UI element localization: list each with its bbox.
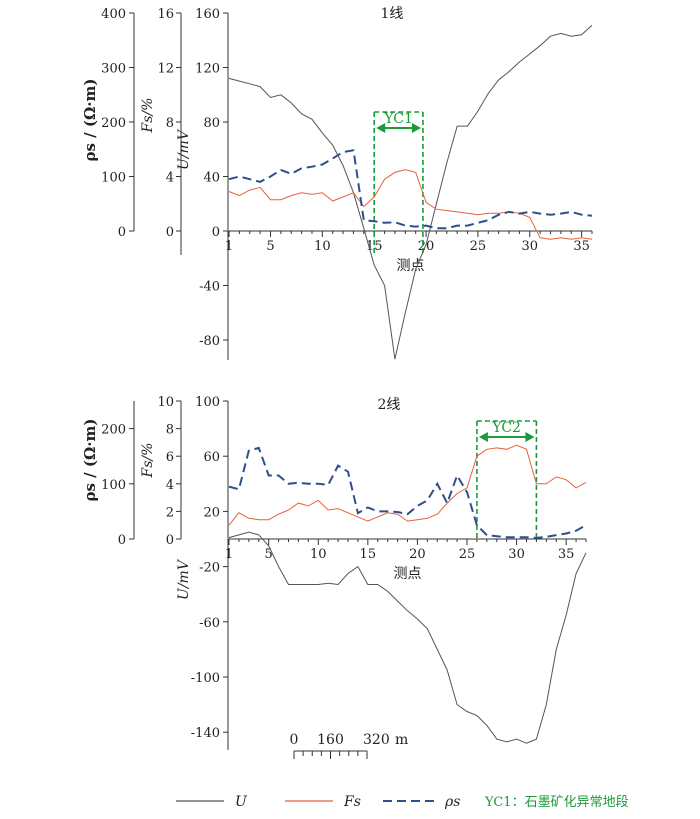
- u-axis-tick-label: 40: [203, 171, 220, 186]
- x-axis-tick-label: 20: [418, 239, 435, 254]
- rho-axis-tick-label: 200: [101, 116, 126, 131]
- legend-label-fs: Fs: [343, 794, 361, 810]
- x-axis-tick-label: 35: [573, 239, 590, 254]
- fs-axis-tick-label: 8: [166, 423, 174, 438]
- legend-label-rho: ρs: [444, 794, 460, 810]
- fs-axis-tick-label: 16: [157, 7, 174, 22]
- fs-axis-label: Fs/%: [140, 98, 156, 134]
- anomaly-arrow-left-head: [478, 432, 488, 442]
- fs-axis-tick-label: 8: [166, 116, 174, 131]
- series-line-u: [228, 531, 587, 744]
- x-axis-tick-label: 1: [225, 239, 233, 254]
- series-line-u: [228, 24, 593, 360]
- anomaly-label: YC2: [491, 420, 521, 436]
- u-axis-tick-label: -60: [199, 616, 220, 631]
- x-axis-label: 测点: [397, 258, 425, 274]
- fs-axis-tick-label: 4: [166, 171, 174, 186]
- fs-axis-tick-label: 10: [157, 395, 174, 410]
- u-axis-label: U/mV: [176, 558, 192, 600]
- u-axis-tick-label: 20: [203, 505, 220, 520]
- chart-title: 2线: [378, 397, 401, 413]
- x-axis-tick-label: 5: [265, 547, 273, 562]
- scale-bar-label: 0: [290, 732, 299, 748]
- u-axis-tick-label: -140: [191, 726, 220, 741]
- u-axis-tick-label: 160: [195, 7, 220, 22]
- u-axis-tick-label: -20: [199, 561, 220, 576]
- x-axis-tick-label: 35: [558, 547, 575, 562]
- scale-bar: 0 160 320 m: [290, 732, 408, 759]
- fs-axis-label: Fs/%: [140, 443, 156, 479]
- fs-axis-tick-label: 12: [157, 62, 174, 77]
- x-axis-tick-label: 15: [360, 547, 377, 562]
- rho-axis-tick-label: 0: [118, 225, 126, 240]
- u-axis-tick-label: 80: [203, 116, 220, 131]
- u-axis-tick-label: -100: [191, 671, 220, 686]
- series-line-fs: [228, 169, 593, 240]
- u-axis-tick-label: -40: [199, 280, 220, 295]
- fs-axis-tick-label: 2: [166, 505, 174, 520]
- fs-axis-tick-label: 4: [166, 478, 174, 493]
- rho-axis-tick-label: 400: [101, 7, 126, 22]
- anomaly-arrow-left-head: [376, 123, 386, 133]
- fs-axis-tick-label: 6: [166, 450, 174, 465]
- scale-bar-label: 320: [363, 732, 390, 748]
- u-axis-tick-label: 120: [195, 62, 220, 77]
- x-axis-tick-label: 20: [409, 547, 426, 562]
- chart-title: 1线: [381, 6, 404, 22]
- u-axis-tick-label: -80: [199, 334, 220, 349]
- u-axis-label: U/mV: [176, 128, 192, 170]
- rho-axis-label: ρs / (Ω·m): [81, 79, 99, 162]
- x-axis-tick-label: 30: [521, 239, 538, 254]
- x-axis-tick-label: 25: [470, 239, 487, 254]
- x-axis-tick-label: 30: [508, 547, 525, 562]
- rho-axis-tick-label: 0: [118, 533, 126, 548]
- x-axis-tick-label: 10: [310, 547, 327, 562]
- x-axis-tick-label: 10: [314, 239, 331, 254]
- u-axis-tick-label: 60: [203, 450, 220, 465]
- scale-bar-unit: m: [395, 732, 408, 748]
- x-axis-label: 测点: [394, 566, 422, 582]
- x-axis-tick-label: 25: [459, 547, 476, 562]
- rho-axis-tick-label: 300: [101, 62, 126, 77]
- rho-axis-tick-label: 100: [101, 478, 126, 493]
- anomaly-arrow-right-head: [525, 432, 535, 442]
- scale-bar-label: 160: [317, 732, 344, 748]
- anomaly-arrow-right-head: [411, 123, 421, 133]
- x-axis-tick-label: 5: [266, 239, 274, 254]
- anomaly-label: YC1: [383, 111, 413, 127]
- rho-axis-tick-label: 100: [101, 171, 126, 186]
- series-line-rho: [228, 149, 593, 230]
- legend: U Fs ρs YC1：石墨矿化异常地段: [176, 794, 629, 810]
- series-line-fs: [228, 444, 587, 526]
- legend-label-anomaly: YC1：石墨矿化异常地段: [484, 795, 629, 810]
- u-axis-tick-label: 100: [195, 395, 220, 410]
- series-line-rho: [228, 446, 587, 539]
- fs-axis-tick-label: 0: [166, 533, 174, 548]
- fs-axis-tick-label: 0: [166, 225, 174, 240]
- rho-axis-label: ρs / (Ω·m): [81, 419, 99, 502]
- rho-axis-tick-label: 200: [101, 423, 126, 438]
- legend-label-u: U: [235, 794, 248, 810]
- x-axis-tick-label: 1: [225, 547, 233, 562]
- u-axis-tick-label: 0: [212, 225, 220, 240]
